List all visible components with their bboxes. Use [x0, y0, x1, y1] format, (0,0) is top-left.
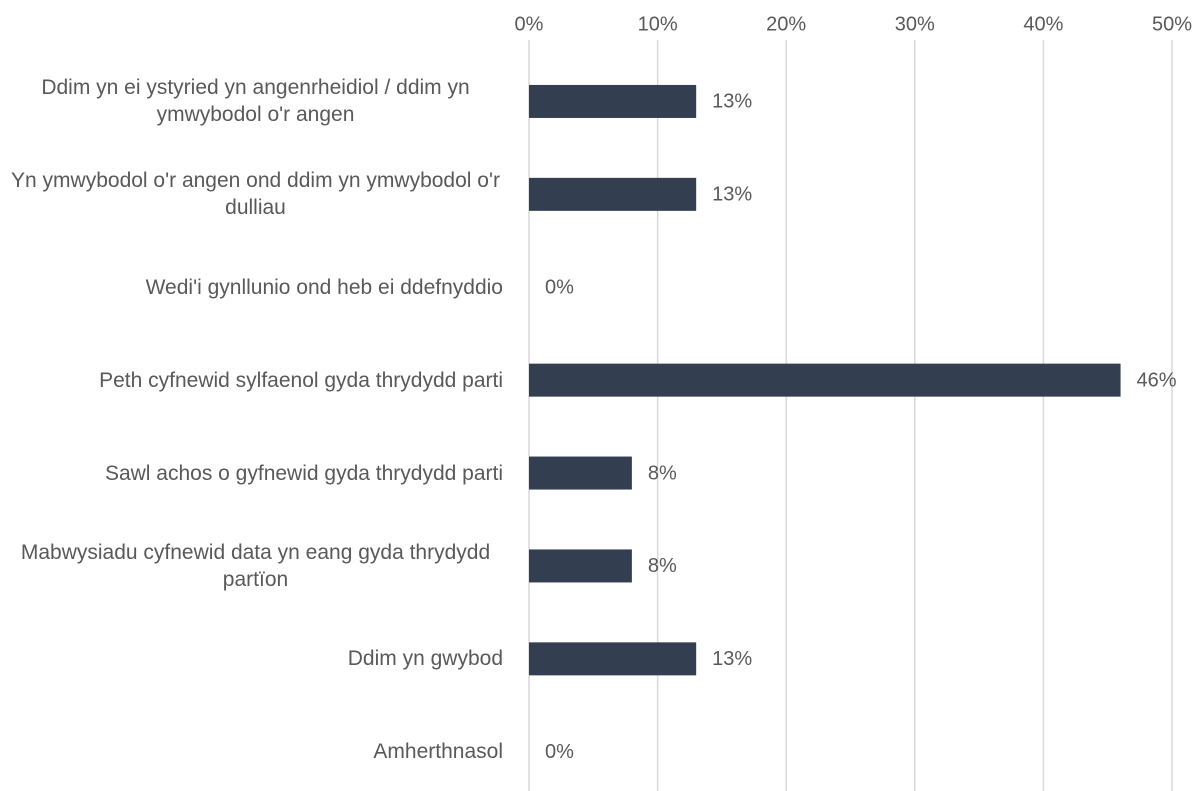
value-label: 8%: [648, 555, 677, 577]
y-tick-label: Ddim yn gwybod: [347, 647, 503, 671]
value-label: 13%: [712, 648, 752, 670]
y-tick-label: Ddim yn ei ystyried yn angenrheidiol / d…: [41, 76, 470, 127]
category-label-box: Amherthnasol: [0, 712, 503, 791]
value-label: 0%: [545, 741, 574, 763]
bar: [529, 363, 1121, 397]
x-tick-label: 0%: [515, 13, 544, 35]
category-label-box: Ddim yn gwybod: [0, 619, 503, 699]
bar: [529, 84, 697, 118]
x-tick-label: 30%: [895, 13, 935, 35]
y-tick-label: Sawl achos o gyfnewid gyda thrydydd part…: [104, 461, 503, 485]
y-tick-label: Mabwysiadu cyfnewid data yn eang gyda th…: [20, 540, 491, 591]
y-tick-label: Peth cyfnewid sylfaenol gyda thrydydd pa…: [99, 368, 503, 392]
x-tick-label: 20%: [766, 13, 806, 35]
value-label: 13%: [712, 184, 752, 206]
x-tick-label: 40%: [1023, 13, 1063, 35]
y-tick-label: Wedi'i gynllunio ond heb ei ddefnyddio: [145, 275, 503, 299]
value-label: 46%: [1137, 369, 1177, 391]
category-label-box: Wedi'i gynllunio ond heb ei ddefnyddio: [0, 247, 503, 327]
x-tick-label: 50%: [1152, 13, 1192, 35]
category-label-box: Mabwysiadu cyfnewid data yn eang gyda th…: [0, 526, 503, 606]
category-label-box: Sawl achos o gyfnewid gyda thrydydd part…: [0, 433, 503, 513]
value-label: 8%: [648, 462, 677, 484]
value-label: 0%: [545, 277, 574, 299]
bar: [529, 456, 632, 490]
x-tick-label: 10%: [638, 13, 678, 35]
bar: [529, 549, 632, 583]
value-label: 13%: [712, 91, 752, 113]
bar: [529, 177, 697, 211]
y-tick-label: Amherthnasol: [373, 740, 503, 764]
category-label-box: Ddim yn ei ystyried yn angenrheidiol / d…: [0, 61, 503, 141]
bar: [529, 642, 697, 676]
y-tick-label: Yn ymwybodol o'r angen ond ddim yn ymwyb…: [11, 169, 500, 220]
category-label-box: Peth cyfnewid sylfaenol gyda thrydydd pa…: [0, 340, 503, 420]
category-label-box: Yn ymwybodol o'r angen ond ddim yn ymwyb…: [0, 154, 503, 234]
